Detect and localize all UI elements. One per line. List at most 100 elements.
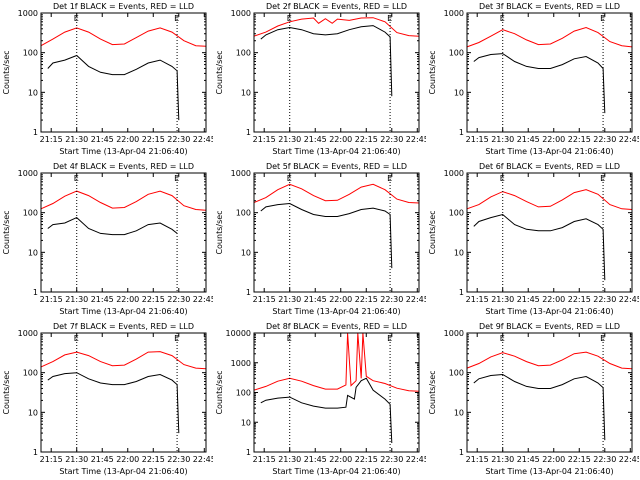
chart-svg: Det 6f BLACK = Events, RED = LLD E E 21:15 2… xyxy=(428,162,639,316)
y-tick-label: 100 xyxy=(23,49,38,58)
y-axis-label: Counts/sec xyxy=(215,50,224,94)
y-tick-label: 10 xyxy=(454,88,464,97)
eclipse-marker: E xyxy=(174,14,179,23)
plot-frame xyxy=(466,332,633,453)
x-tick-label: 22:45 xyxy=(406,455,426,464)
chart-title: Det 5f BLACK = Events, RED = LLD xyxy=(266,162,407,171)
x-tick-label: 22:30 xyxy=(593,135,616,144)
y-tick-label: 1 xyxy=(33,128,38,137)
x-axis-label: Start Time (13-Apr-04 21:06:40) xyxy=(59,467,187,476)
x-tick-label: 22:15 xyxy=(142,135,165,144)
chart-title: Det 6f BLACK = Events, RED = LLD xyxy=(479,162,620,171)
x-tick-label: 21:15 xyxy=(253,455,276,464)
y-tick-label: 1000 xyxy=(444,9,464,18)
y-tick-label: 100 xyxy=(236,389,251,398)
x-tick-label: 21:30 xyxy=(65,295,88,304)
y-tick-label: 1 xyxy=(246,288,251,297)
x-tick-label: 22:15 xyxy=(568,295,591,304)
eclipse-marker: E xyxy=(600,14,605,23)
eclipse-marker: E xyxy=(74,334,79,343)
x-tick-label: 21:30 xyxy=(491,455,514,464)
y-tick-label: 10 xyxy=(241,418,251,427)
y-tick-label: 10 xyxy=(241,248,251,257)
lld-series-line xyxy=(40,27,207,47)
y-tick-label: 100 xyxy=(449,369,464,378)
plot-frame xyxy=(40,172,207,293)
x-tick-label: 22:30 xyxy=(380,135,403,144)
x-tick-label: 22:30 xyxy=(167,455,190,464)
x-tick-label: 22:30 xyxy=(593,455,616,464)
chart-panel: Det 8f BLACK = Events, RED = LLD E E 21:15 2… xyxy=(213,320,426,480)
lld-series-line xyxy=(253,17,420,37)
lld-series-line xyxy=(466,351,633,370)
chart-title: Det 1f BLACK = Events, RED = LLD xyxy=(53,2,194,11)
plot-frame xyxy=(466,12,633,133)
x-tick-label: 22:45 xyxy=(193,135,213,144)
x-tick-label: 22:15 xyxy=(568,455,591,464)
eclipse-marker: E xyxy=(74,14,79,23)
eclipse-marker: E xyxy=(500,174,505,183)
x-tick-label: 22:30 xyxy=(167,295,190,304)
events-series-line xyxy=(260,202,393,269)
chart-title: Det 8f BLACK = Events, RED = LLD xyxy=(266,322,407,331)
y-tick-label: 10000 xyxy=(226,329,251,338)
x-axis-label: Start Time (13-Apr-04 21:06:40) xyxy=(272,467,400,476)
x-tick-label: 21:30 xyxy=(278,295,301,304)
chart-panel: Det 9f BLACK = Events, RED = LLD E E 21:15 2… xyxy=(426,320,639,480)
x-axis-label: Start Time (13-Apr-04 21:06:40) xyxy=(272,307,400,316)
x-tick-label: 22:30 xyxy=(380,455,403,464)
y-tick-label: 1 xyxy=(33,288,38,297)
y-tick-label: 10 xyxy=(241,88,251,97)
events-series-line xyxy=(47,54,180,121)
x-tick-label: 22:15 xyxy=(142,455,165,464)
y-tick-label: 1 xyxy=(459,288,464,297)
eclipse-marker: E xyxy=(387,334,392,343)
eclipse-marker: E xyxy=(174,334,179,343)
events-series-line xyxy=(260,25,393,97)
x-tick-label: 22:45 xyxy=(193,455,213,464)
y-axis-label: Counts/sec xyxy=(428,370,437,414)
plot-frame xyxy=(253,172,420,293)
x-tick-label: 21:15 xyxy=(466,295,489,304)
x-tick-label: 22:30 xyxy=(593,295,616,304)
chart-panel: Det 1f BLACK = Events, RED = LLD E E 21:15 2… xyxy=(0,0,213,160)
x-tick-label: 21:45 xyxy=(304,455,327,464)
x-tick-label: 22:45 xyxy=(193,295,213,304)
y-tick-label: 1000 xyxy=(18,329,38,338)
lld-series-line xyxy=(40,351,207,370)
y-tick-label: 100 xyxy=(449,49,464,58)
x-tick-label: 21:45 xyxy=(91,135,114,144)
y-tick-label: 1000 xyxy=(18,169,38,178)
plot-frame xyxy=(466,172,633,293)
x-tick-label: 21:15 xyxy=(253,295,276,304)
plot-frame xyxy=(40,332,207,453)
y-tick-label: 1000 xyxy=(444,329,464,338)
y-tick-label: 100 xyxy=(236,49,251,58)
eclipse-marker: E xyxy=(600,174,605,183)
x-tick-label: 22:00 xyxy=(542,295,565,304)
x-tick-label: 22:15 xyxy=(142,295,165,304)
x-tick-label: 21:30 xyxy=(278,135,301,144)
chart-title: Det 4f BLACK = Events, RED = LLD xyxy=(53,162,194,171)
x-tick-label: 22:45 xyxy=(619,135,639,144)
chart-panel: Det 7f BLACK = Events, RED = LLD E E 21:15 2… xyxy=(0,320,213,480)
x-tick-label: 22:45 xyxy=(406,295,426,304)
x-tick-label: 22:45 xyxy=(406,135,426,144)
chart-panel: Det 6f BLACK = Events, RED = LLD E E 21:15 2… xyxy=(426,160,639,320)
lld-series-line xyxy=(40,190,207,211)
x-axis-label: Start Time (13-Apr-04 21:06:40) xyxy=(59,307,187,316)
y-tick-label: 1 xyxy=(459,448,464,457)
x-tick-label: 21:15 xyxy=(40,295,63,304)
x-tick-label: 22:00 xyxy=(329,455,352,464)
x-tick-label: 22:45 xyxy=(619,455,639,464)
chart-title: Det 9f BLACK = Events, RED = LLD xyxy=(479,322,620,331)
x-tick-label: 21:45 xyxy=(517,135,540,144)
eclipse-marker: E xyxy=(287,14,292,23)
